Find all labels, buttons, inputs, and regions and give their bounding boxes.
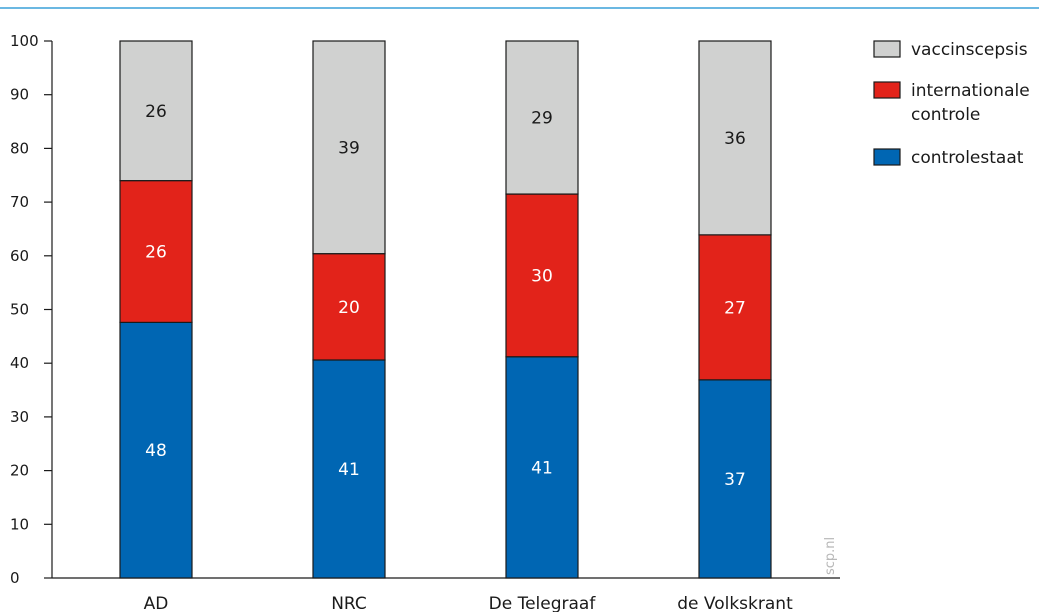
watermark-text: scp.nl: [823, 537, 838, 575]
y-tick-label: 90: [10, 86, 29, 104]
y-tick-label: 30: [10, 408, 29, 426]
x-category-label: AD: [144, 594, 169, 612]
x-category-label: NRC: [331, 594, 367, 612]
bar-segment-controlestaat: [698, 379, 772, 579]
bar-segment-internationale-controle: [312, 253, 386, 361]
x-category-label: De Telegraaf: [489, 594, 597, 612]
bar-value-label: 26: [145, 243, 167, 263]
bar-value-label: 37: [724, 470, 746, 490]
y-tick-label: 40: [10, 354, 29, 372]
x-category-label: de Volkskrant: [677, 594, 793, 612]
legend-swatch: [873, 40, 901, 58]
y-tick-label: 80: [10, 139, 29, 157]
y-tick-label: 20: [10, 462, 29, 480]
bar-value-label: 20: [338, 298, 360, 318]
legend-label: internationale: [911, 81, 1030, 101]
bar-value-label: 27: [724, 298, 746, 318]
bar-value-label: 48: [145, 441, 167, 461]
y-tick-label: 60: [10, 247, 29, 265]
legend-label: controle: [911, 105, 980, 125]
bar-segment-controlestaat: [505, 356, 579, 579]
bar-value-label: 41: [338, 460, 360, 480]
bar-value-label: 30: [531, 266, 553, 286]
bar-segment-vaccinscepsis: [312, 40, 386, 255]
bar-value-label: 36: [724, 129, 746, 149]
legend-label: controlestaat: [911, 148, 1024, 168]
bar-segment-controlestaat: [119, 321, 193, 579]
legend: vaccinscepsis internationale controle contr…: [873, 40, 1030, 168]
legend-swatch: [873, 148, 901, 166]
bar-segment-internationale-controle: [505, 193, 579, 358]
bar-value-label: 29: [531, 109, 553, 129]
bar-value-labels: 48 26 26 41 20 39 41 30 29 37 27 36: [145, 102, 746, 490]
bar-value-label: 26: [145, 102, 167, 122]
legend-swatch: [873, 81, 901, 99]
y-tick-label: 50: [10, 301, 29, 319]
bar-segment-internationale-controle: [698, 234, 772, 381]
bar-segment-vaccinscepsis: [698, 40, 772, 236]
y-tick-label: 70: [10, 193, 29, 211]
y-tick-label: 100: [10, 32, 39, 50]
bar-segment-vaccinscepsis: [119, 40, 193, 182]
bar-value-label: 39: [338, 138, 360, 158]
bar-segment-vaccinscepsis: [505, 40, 579, 195]
y-tick-label: 10: [10, 515, 29, 533]
bar-segment-controlestaat: [312, 359, 386, 579]
legend-label: vaccinscepsis: [911, 40, 1028, 60]
bars: [119, 40, 772, 579]
y-tick-label: 0: [10, 569, 20, 587]
bar-value-label: 41: [531, 458, 553, 478]
axes: 0 10 20 30 40 50 60 70 80 90 100 AD NRC De Telegraaf d…: [10, 32, 840, 612]
